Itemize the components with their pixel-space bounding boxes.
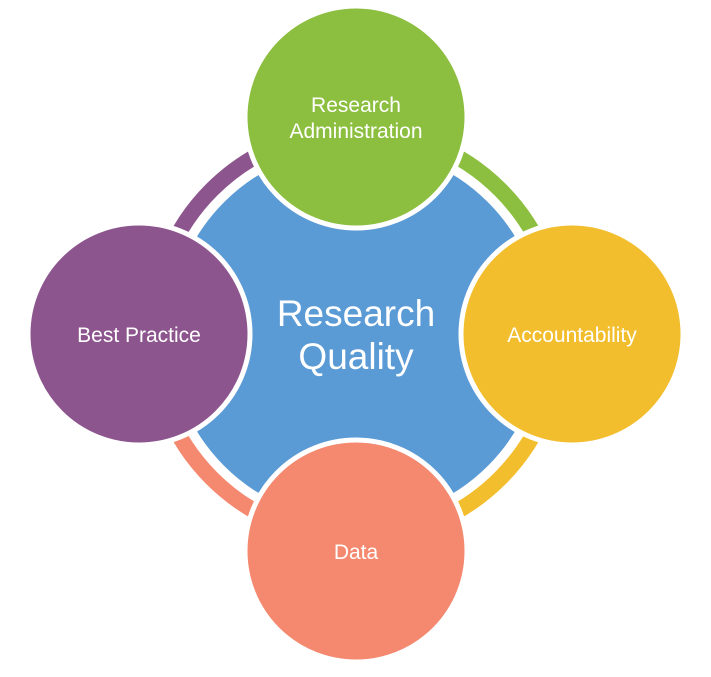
node-research-administration-circle xyxy=(242,3,470,231)
node-best-practice: Best Practice xyxy=(25,220,253,448)
node-accountability-circle xyxy=(458,220,686,448)
node-accountability-label: Accountability xyxy=(507,324,637,347)
node-data-label: Data xyxy=(334,541,379,564)
node-research-administration-label-line-1: Research xyxy=(311,94,401,117)
center-circle-group: Research Quality xyxy=(164,142,548,526)
node-research-administration-label-line-2: Administration xyxy=(289,120,422,143)
center-label-line-2: Quality xyxy=(298,336,414,377)
node-data-circle xyxy=(242,437,470,665)
node-best-practice-circle xyxy=(25,220,253,448)
node-research-administration: Research Administration xyxy=(242,3,470,231)
node-data: Data xyxy=(242,437,470,665)
node-accountability: Accountability xyxy=(458,220,686,448)
center-label-line-1: Research xyxy=(277,293,435,334)
node-best-practice-label: Best Practice xyxy=(77,324,201,347)
